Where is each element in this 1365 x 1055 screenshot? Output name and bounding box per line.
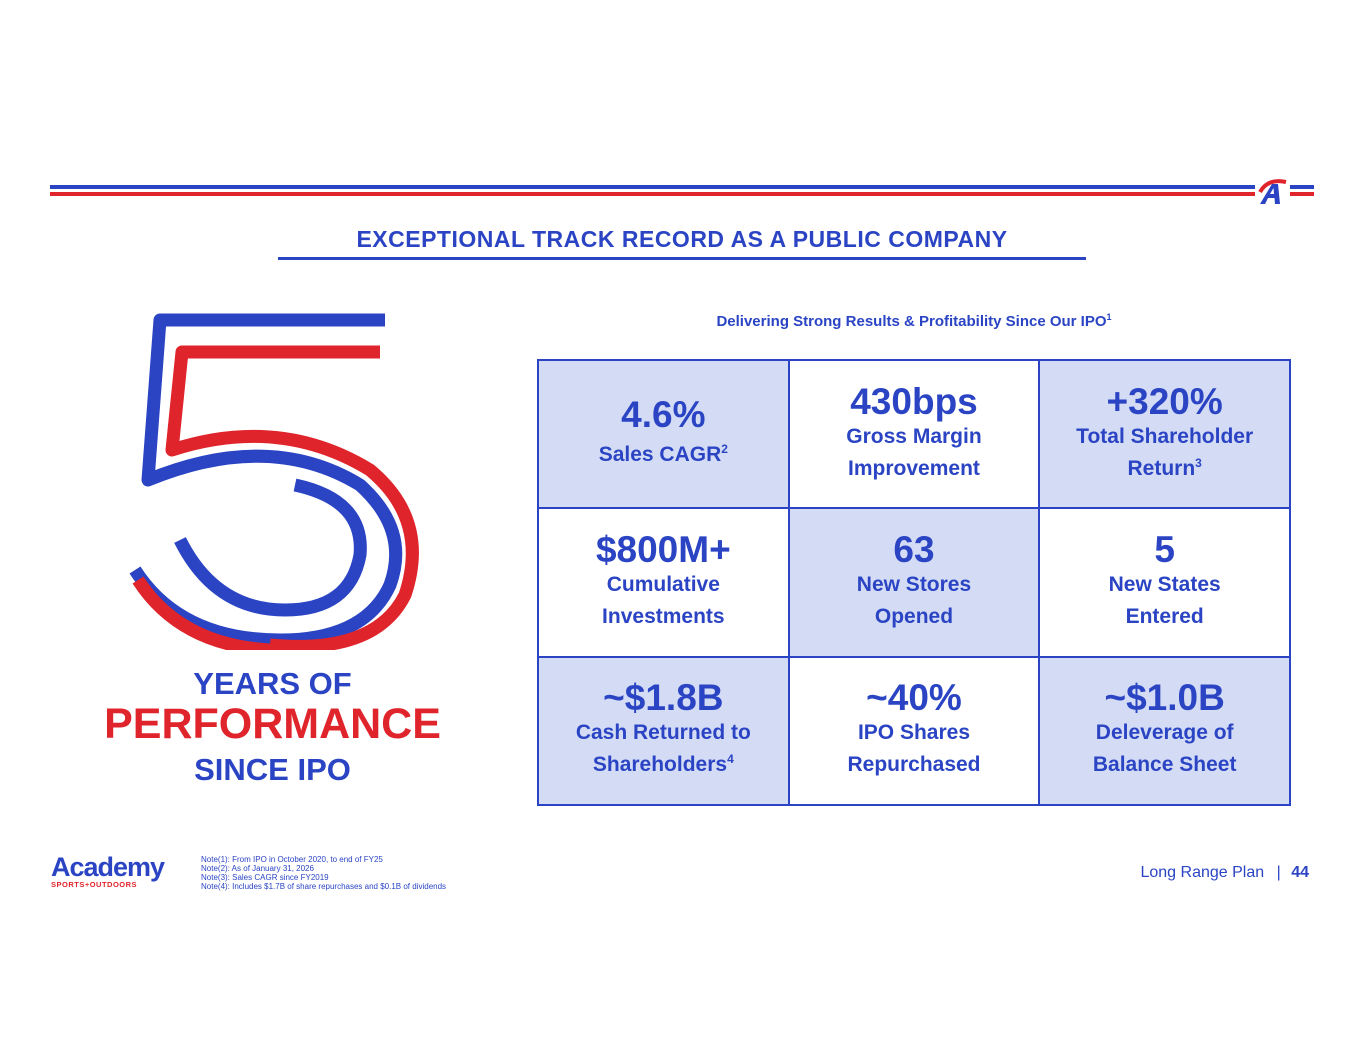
academy-logo: Academy SPORTS+OUTDOORS (51, 852, 165, 890)
footnote: Note(2): As of January 31, 2026 (201, 864, 314, 873)
metric-label: New States Entered (1108, 572, 1221, 628)
metric-cell: 5 New States Entered (1039, 508, 1290, 657)
metric-cell: 63 New Stores Opened (788, 508, 1040, 657)
hero-line1: YEARS OF (193, 666, 352, 701)
metric-label: Cash Returned to Shareholders4 (575, 721, 751, 777)
metric-value: ~$1.0B (1104, 677, 1225, 719)
metric-value: +320% (1106, 380, 1223, 422)
metric-value: 430bps (850, 380, 978, 422)
hero-line2: PERFORMANCE (104, 700, 441, 748)
footnote: Note(3): Sales CAGR since FY2019 (201, 873, 329, 882)
academy-a-logo-icon (1258, 179, 1287, 204)
metric-label: Total Shareholder Return3 (1076, 424, 1254, 480)
header-blue-line-right (1290, 185, 1314, 189)
metric-value: ~40% (866, 677, 962, 719)
footnotes: Note(1): From IPO in October 2020, to en… (201, 855, 446, 891)
metric-value: 63 (893, 528, 935, 570)
title-underline (278, 257, 1086, 260)
footer-label: Long Range Plan (1140, 864, 1265, 881)
metric-cell: 4.6% Sales CAGR2 (538, 360, 789, 509)
footnote: Note(1): From IPO in October 2020, to en… (201, 855, 383, 864)
footer: Long Range Plan | 44 (1140, 864, 1309, 882)
footnote: Note(4): Includes $1.7B of share repurch… (201, 882, 447, 891)
metric-value: 5 (1154, 528, 1175, 570)
hero-line3: SINCE IPO (194, 752, 351, 787)
grid-subtitle: Delivering Strong Results & Profitabilit… (716, 312, 1112, 330)
metrics-grid: 4.6% Sales CAGR2 430bps Gross Margin Impr… (537, 359, 1291, 806)
metric-value: 4.6% (621, 394, 706, 436)
header-red-line (50, 192, 1255, 196)
footer-separator: | (1276, 864, 1281, 881)
header-red-line-right (1290, 192, 1314, 196)
metric-cell: ~40% IPO Shares Repurchased (788, 656, 1040, 805)
metric-label: Cumulative Investments (602, 572, 725, 628)
metric-label: New Stores Opened (856, 572, 972, 628)
big-five-graphic (129, 313, 419, 650)
metric-label: Gross Margin Improvement (846, 424, 982, 480)
page-number: 44 (1291, 864, 1309, 881)
metric-value: ~$1.8B (603, 677, 724, 719)
metric-value: $800M+ (595, 528, 731, 570)
metric-cell: $800M+ Cumulative Investments (538, 508, 789, 657)
metric-cell: +320% Total Shareholder Return3 (1039, 360, 1290, 509)
header-blue-line (50, 185, 1255, 189)
metric-cell: 430bps Gross Margin Improvement (788, 360, 1040, 509)
page-title: EXCEPTIONAL TRACK RECORD AS A PUBLIC COM… (356, 226, 1008, 252)
metric-cell: ~$1.8B Cash Returned to Shareholders4 (538, 656, 789, 805)
metric-label: Sales CAGR2 (598, 442, 728, 467)
metric-label: IPO Shares Repurchased (847, 721, 981, 777)
metric-cell: ~$1.0B Deleverage of Balance Sheet (1039, 656, 1290, 805)
metric-label: Deleverage of Balance Sheet (1092, 721, 1237, 777)
